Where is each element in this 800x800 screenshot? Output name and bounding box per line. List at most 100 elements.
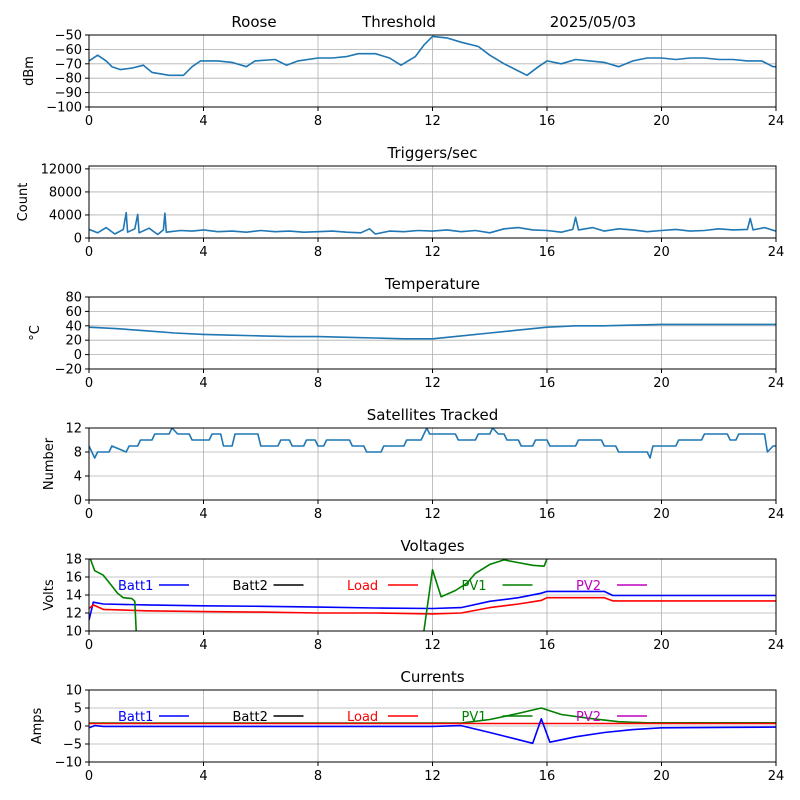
x-tick-label: 20 [653,769,670,784]
legend-label-pv1: PV1 [462,710,487,725]
x-tick-label: 12 [424,638,441,653]
y-tick-label: −10 [55,756,82,771]
x-tick-label: 4 [199,507,207,522]
legend-label-batt1: Batt1 [118,579,153,594]
y-tick-label: −90 [55,86,82,101]
x-tick-label: 16 [539,376,556,391]
y-tick-label: 0 [74,232,82,247]
legend-label-pv2: PV2 [576,710,601,725]
legend-label-load: Load [347,579,378,594]
series-group [89,559,776,631]
x-tick-label: 24 [768,507,785,522]
y-tick-label: 60 [65,305,82,320]
x-tick-label: 12 [424,245,441,260]
x-tick-label: 8 [314,245,322,260]
x-tick-label: 12 [424,376,441,391]
legend-label-pv1: PV1 [462,579,487,594]
x-tick-label: 8 [314,114,322,129]
y-axis-label: dBm [22,56,37,86]
y-tick-label: 12 [65,422,82,437]
series-line-load [89,596,776,615]
series-group [89,428,776,459]
y-tick-label: 0 [74,348,82,363]
x-tick-label: 12 [424,114,441,129]
x-tick-label: 8 [314,769,322,784]
y-tick-label: 10 [65,684,82,699]
x-tick-label: 4 [199,769,207,784]
x-tick-label: 20 [653,638,670,653]
x-tick-label: 16 [539,245,556,260]
legend-label-pv2: PV2 [576,579,601,594]
series-group [89,323,776,340]
y-tick-label: −5 [63,738,82,753]
x-tick-label: 20 [653,245,670,260]
series-group [89,211,776,236]
y-axis-label: Count [16,183,31,222]
y-tick-label: 10 [65,625,82,640]
series-group [89,35,776,77]
x-tick-label: 16 [539,114,556,129]
x-tick-label: 0 [85,638,93,653]
header-site: Roose [231,13,276,31]
x-tick-label: 24 [768,638,785,653]
x-tick-label: 20 [653,376,670,391]
y-tick-label: 80 [65,291,82,306]
x-tick-label: 24 [768,376,785,391]
x-tick-label: 8 [314,638,322,653]
y-tick-label: 12000 [41,162,82,177]
x-tick-label: 0 [85,245,93,260]
x-tick-label: 12 [424,507,441,522]
chart-triggers: 0 4 8 12 16 20 24 0 4000 8000 12000 Triggers/sec Cou… [16,144,784,260]
y-tick-label: 20 [65,334,82,349]
chart-satellites: 0 4 8 12 16 20 24 0 4 8 12 Satellites Tracked Number [42,406,784,522]
y-tick-label: 0 [74,494,82,509]
y-tick-label: −80 [55,72,82,87]
y-tick-label: −60 [55,43,82,58]
chart-title: Currents [400,668,464,686]
x-tick-label: 0 [85,769,93,784]
x-tick-label: 20 [653,114,670,129]
y-axis-label: Number [42,437,57,490]
chart-currents: Batt1 Batt2 Load PV1 PV2 0 4 8 12 16 20 24 −10 −5 0 5 10… [30,668,784,784]
series-group [89,707,776,745]
x-tick-label: 24 [768,245,785,260]
x-tick-label: 16 [539,507,556,522]
x-tick-label: 0 [85,376,93,391]
x-tick-label: 16 [539,769,556,784]
y-tick-label: −20 [55,363,82,378]
chart-title: Triggers/sec [387,144,478,162]
series-line-threshold [89,35,776,77]
series-line-triggers [89,211,776,236]
series-line-pv1 [89,559,548,631]
series-line-satellites [89,428,776,459]
y-tick-label: 0 [74,720,82,735]
y-tick-label: 8 [74,446,82,461]
y-tick-label: 8000 [49,185,82,200]
x-tick-label: 24 [768,114,785,129]
series-line-batt1 [89,718,776,745]
chart-threshold: 0 4 8 12 16 20 24 −100−90−80−70−60−50 dBm [22,29,784,130]
y-tick-label: 14 [65,589,82,604]
x-tick-label: 24 [768,769,785,784]
x-tick-label: 0 [85,114,93,129]
legend-label-batt2: Batt2 [233,710,268,725]
x-tick-label: 4 [199,638,207,653]
y-tick-label: −100 [46,101,82,116]
y-tick-label: 12 [65,607,82,622]
x-tick-label: 4 [199,245,207,260]
chart-title: Satellites Tracked [367,406,498,424]
y-tick-label: 40 [65,319,82,334]
y-axis-label: Volts [42,579,57,611]
legend-label-batt2: Batt2 [233,579,268,594]
y-axis-label: Amps [30,707,45,744]
chart-title: Voltages [400,537,464,555]
legend-label-load: Load [347,710,378,725]
y-tick-label: 4 [74,470,82,485]
series-line-batt1 [89,590,776,621]
x-tick-label: 0 [85,507,93,522]
series-line-temperature [89,323,776,340]
header-date: 2025/05/03 [550,13,636,31]
y-tick-label: 16 [65,571,82,586]
